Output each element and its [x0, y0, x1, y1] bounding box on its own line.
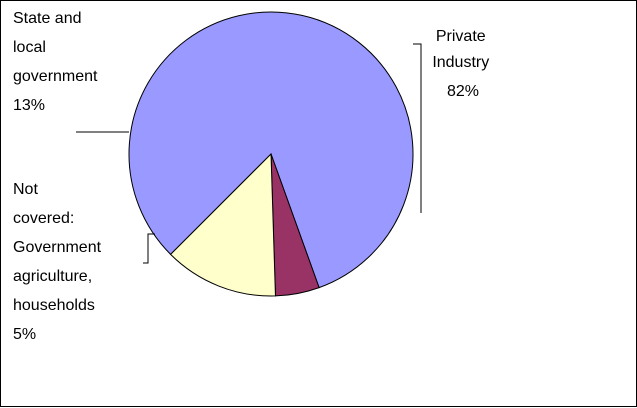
- slice-label-notcov-line-1: Not: [13, 181, 38, 198]
- slice-label-private-line-3: 82%: [447, 83, 479, 100]
- slice-label-notcov-line-3: Government: [13, 239, 102, 256]
- leader-line-not-covered: [143, 233, 155, 264]
- slice-label-state-line-2: local: [13, 39, 46, 56]
- pie-slice-private-industry: [128, 11, 414, 289]
- slice-label-state-line-4: 13%: [13, 97, 45, 114]
- slice-label-notcov-line-2: covered:: [13, 210, 74, 227]
- pie-slices: [128, 11, 414, 297]
- slice-label-notcov-line-4: agriculture,: [13, 268, 92, 285]
- slice-label-private-line-1: Private: [436, 28, 486, 45]
- slice-label-state-line-3: government: [13, 68, 98, 85]
- slice-label-private-industry: Private Industry 82%: [432, 28, 493, 100]
- slice-label-notcov-line-5: households: [13, 297, 95, 314]
- pie-slice-state-local: [169, 152, 276, 297]
- slice-label-notcov-line-6: 5%: [13, 326, 36, 343]
- slice-label-state-local: State and local government 13%: [13, 10, 102, 114]
- leader-line-private-industry: [413, 43, 422, 213]
- slice-label-state-line-1: State and: [13, 10, 82, 27]
- slice-label-not-covered: Not covered: Government agriculture, hou…: [13, 181, 106, 343]
- leader-lines: [76, 43, 422, 264]
- slice-label-private-line-2: Industry: [432, 54, 489, 71]
